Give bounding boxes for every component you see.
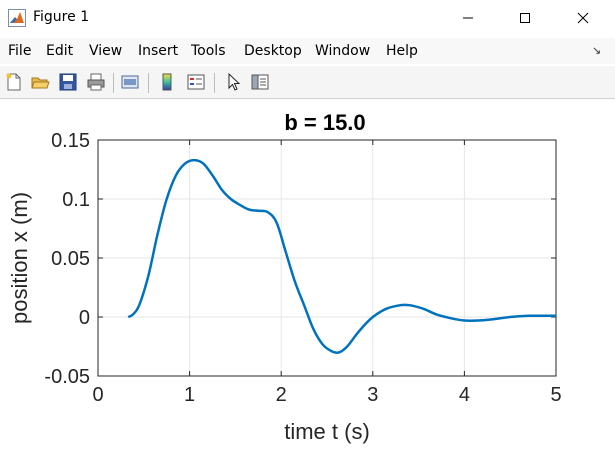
figure-canvas: b = 15.0 0 1 2 3 4 5 -0.05 0 0.05 0.1 0.15 time t … bbox=[0, 99, 615, 445]
menu-tools[interactable]: Tools bbox=[191, 43, 226, 59]
toolbar-separator bbox=[214, 73, 215, 93]
open-file-icon[interactable] bbox=[30, 72, 50, 92]
y-tick-label: -0.05 bbox=[44, 366, 90, 388]
y-tick-label: 0 bbox=[79, 307, 90, 329]
menubar: File Edit View Insert Tools Desktop Wind… bbox=[0, 38, 615, 64]
close-button[interactable] bbox=[560, 0, 606, 36]
grid bbox=[97, 139, 557, 377]
y-tick-label: 0.15 bbox=[51, 130, 90, 152]
menu-file[interactable]: File bbox=[8, 43, 32, 59]
x-tick-label: 0 bbox=[92, 384, 103, 406]
x-tick-label: 1 bbox=[184, 384, 195, 406]
colorbar-icon[interactable] bbox=[157, 72, 177, 92]
maximize-icon bbox=[520, 13, 530, 23]
menu-desktop[interactable]: Desktop bbox=[244, 43, 302, 59]
y-tick-label: 0.05 bbox=[51, 248, 90, 270]
window-titlebar: Figure 1 bbox=[0, 0, 615, 36]
x-tick-label: 4 bbox=[459, 384, 470, 406]
x-tick-label: 2 bbox=[276, 384, 287, 406]
toolbar-separator bbox=[148, 73, 149, 93]
dock-arrow-icon[interactable]: ↘ bbox=[592, 45, 602, 57]
figure-toolbar bbox=[0, 66, 615, 99]
y-tick-label: 0.1 bbox=[62, 189, 90, 211]
pointer-icon[interactable] bbox=[224, 72, 244, 92]
print-icon[interactable] bbox=[86, 72, 106, 92]
x-axis-label: time t (s) bbox=[284, 419, 370, 444]
window-title: Figure 1 bbox=[33, 9, 90, 25]
close-icon bbox=[577, 12, 589, 24]
link-plot-icon[interactable] bbox=[120, 72, 140, 92]
matlab-logo-icon bbox=[8, 9, 26, 27]
minimize-button[interactable] bbox=[445, 0, 491, 36]
menu-insert[interactable]: Insert bbox=[138, 43, 179, 59]
menu-edit[interactable]: Edit bbox=[46, 43, 74, 59]
minimize-icon bbox=[463, 17, 473, 19]
x-tick-label: 5 bbox=[550, 384, 561, 406]
y-axis-label: position x (m) bbox=[7, 192, 32, 324]
menu-view[interactable]: View bbox=[89, 43, 123, 59]
series-line bbox=[127, 158, 556, 354]
x-tick-label: 3 bbox=[367, 384, 378, 406]
toolbar-separator bbox=[113, 73, 114, 93]
menu-window[interactable]: Window bbox=[315, 43, 371, 59]
chart-title: b = 15.0 bbox=[284, 110, 365, 135]
new-figure-icon[interactable] bbox=[4, 72, 24, 92]
property-inspector-icon[interactable] bbox=[250, 72, 270, 92]
maximize-button[interactable] bbox=[502, 0, 548, 36]
menu-help[interactable]: Help bbox=[386, 43, 418, 59]
save-icon[interactable] bbox=[58, 72, 78, 92]
legend-icon[interactable] bbox=[186, 72, 206, 92]
